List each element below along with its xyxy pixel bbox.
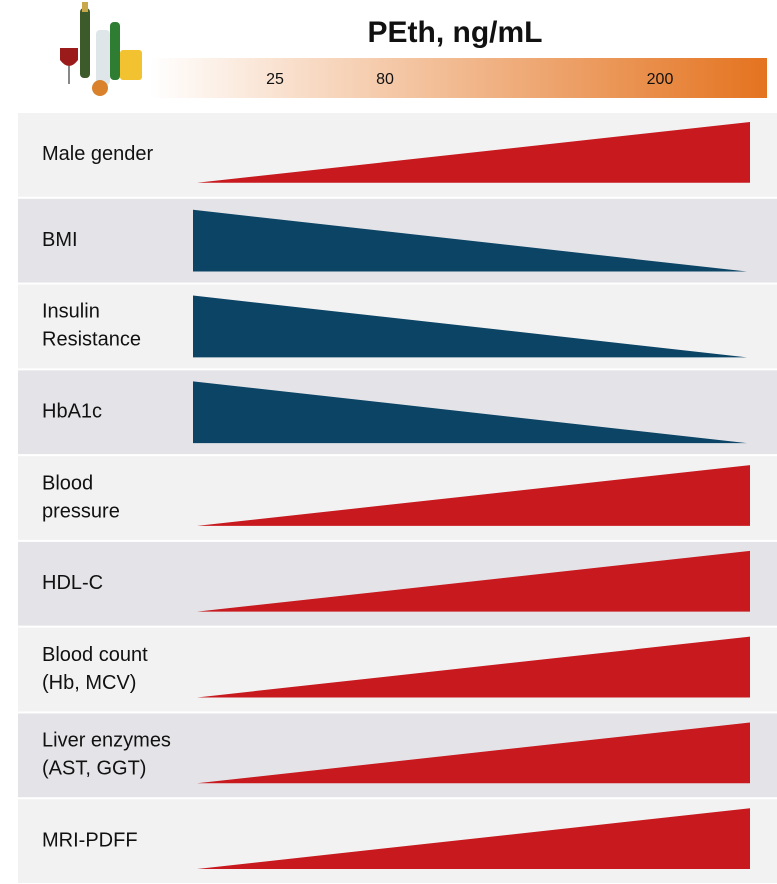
row-label: HDL-C (42, 572, 103, 594)
decrease-wedge (193, 209, 747, 272)
row-label: (AST, GGT) (42, 758, 146, 780)
row-label: Male gender (42, 143, 154, 165)
row-label: BMI (42, 229, 78, 251)
row-label: Blood (42, 472, 93, 494)
scale-label: 200 (647, 71, 674, 88)
scale-label: 80 (376, 71, 394, 88)
increase-wedge (197, 722, 750, 784)
row-label: Insulin (42, 301, 100, 323)
row-label: Resistance (42, 329, 141, 351)
scale-label: 25 (266, 71, 284, 88)
scale-bar (150, 58, 767, 98)
increase-wedge (197, 122, 750, 183)
increase-wedge (197, 550, 750, 612)
increase-wedge (197, 808, 750, 869)
title: PEth, ng/mL (368, 16, 543, 49)
increase-wedge (197, 636, 750, 698)
row-label: HbA1c (42, 401, 102, 423)
row-label: (Hb, MCV) (42, 672, 136, 694)
decrease-wedge (193, 295, 747, 358)
drinks-icon (60, 2, 142, 96)
row-label: Liver enzymes (42, 730, 171, 752)
row-label: pressure (42, 500, 120, 522)
increase-wedge (197, 465, 750, 526)
decrease-wedge (193, 381, 747, 444)
row-label: Blood count (42, 644, 148, 666)
row-label: MRI-PDFF (42, 829, 138, 851)
